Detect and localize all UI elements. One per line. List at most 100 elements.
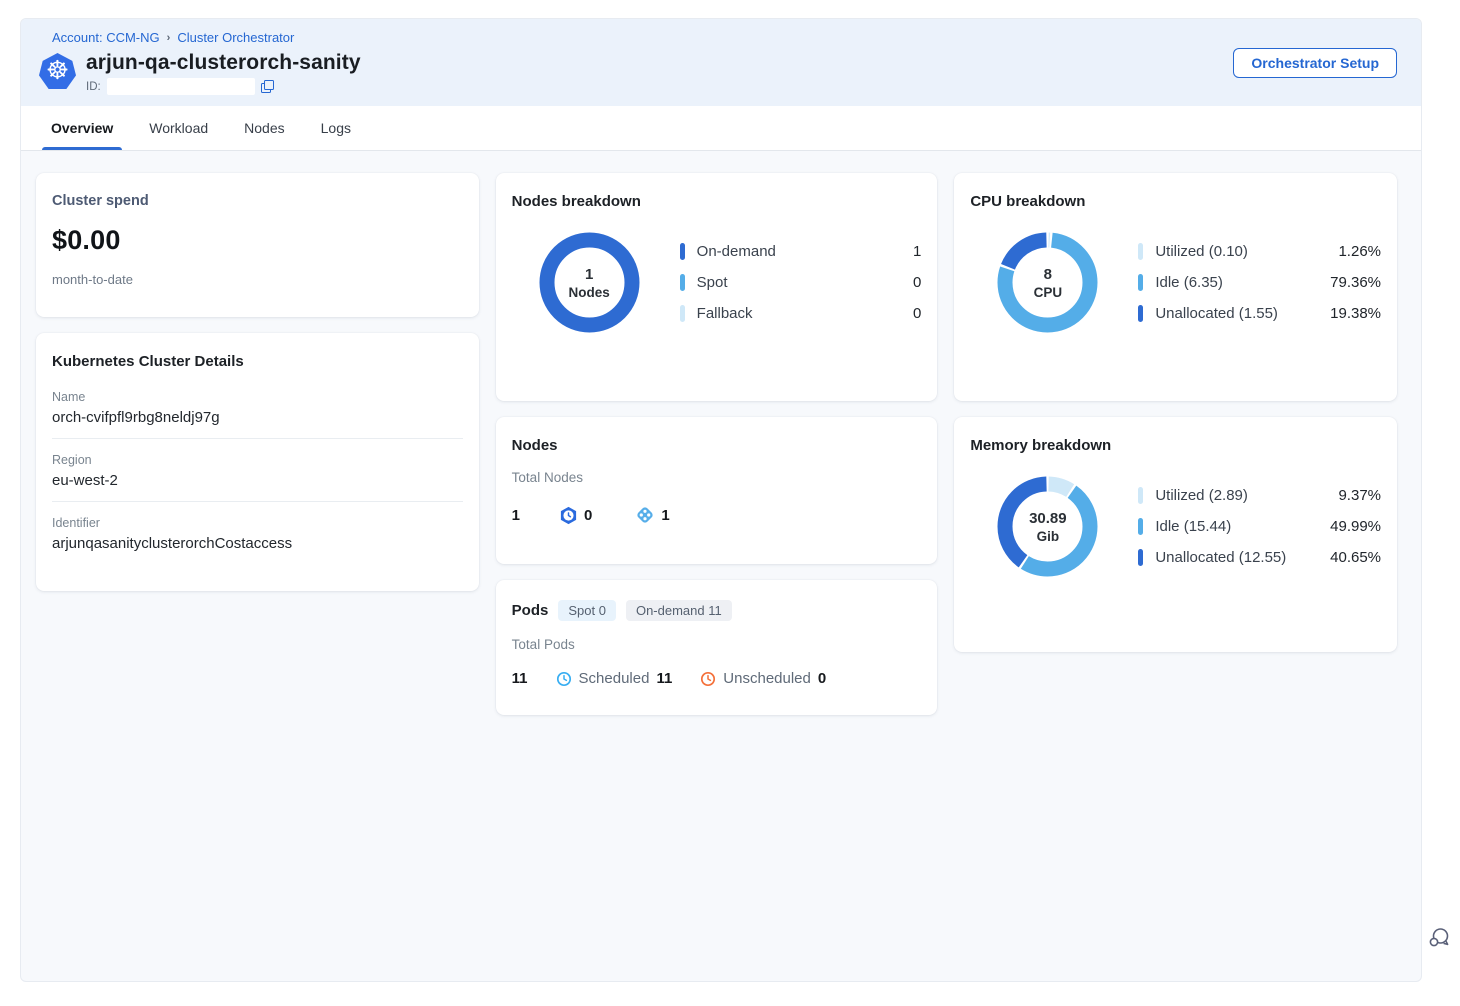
- nodes-donut-chart: 1 Nodes: [539, 232, 640, 333]
- nodes-legend: On-demand 1 Spot 0 Fallback 0: [679, 243, 922, 322]
- cluster-spend-card: Cluster spend $0.00 month-to-date: [36, 173, 479, 317]
- overview-content: Cluster spend $0.00 month-to-date Kubern…: [21, 151, 1421, 715]
- tab-workload[interactable]: Workload: [149, 120, 209, 136]
- total-nodes-value: 1: [511, 506, 521, 524]
- cluster-spend-amount: $0.00: [52, 225, 121, 255]
- memory-center-label: Gib: [1036, 528, 1060, 544]
- breadcrumb-separator-icon: ›: [166, 31, 171, 44]
- cpu-donut-chart: 8 CPU: [997, 232, 1098, 333]
- breadcrumb-account[interactable]: Account: CCM-NG: [52, 30, 160, 45]
- memory-legend: Utilized (2.89) 9.37% Idle (15.44) 49.99…: [1138, 487, 1381, 566]
- detail-field-identifier: Identifier arjunqasanityclusterorchCostac…: [52, 501, 463, 564]
- legend-marker: [1138, 305, 1144, 322]
- copy-icon[interactable]: [260, 80, 274, 93]
- page-title: arjun-qa-clusterorch-sanity: [86, 51, 361, 74]
- tab-overview[interactable]: Overview: [41, 106, 123, 150]
- field-label: Name: [52, 390, 86, 404]
- legend-label: Idle (6.35): [1155, 274, 1223, 291]
- tab-bar: Overview Workload Nodes Logs: [21, 106, 1421, 151]
- legend-row: Unallocated (12.55) 40.65%: [1138, 549, 1381, 566]
- legend-value: 19.38%: [1330, 305, 1382, 322]
- unscheduled-label: Unscheduled: [723, 670, 811, 687]
- scheduled-clock-icon: [556, 671, 571, 686]
- nodes-center-value: 1: [585, 265, 594, 283]
- legend-row: Fallback 0: [679, 305, 922, 322]
- title-row: ☸ arjun-qa-clusterorch-sanity ID:: [39, 51, 1397, 95]
- nodes-title: Nodes: [511, 437, 558, 454]
- legend-marker: [1138, 487, 1144, 504]
- page-header: Account: CCM-NG › Cluster Orchestrator ☸…: [21, 19, 1421, 106]
- legend-label: Unallocated (1.55): [1155, 305, 1278, 322]
- legend-value: 1: [913, 243, 922, 260]
- kubernetes-cluster-details-card: Kubernetes Cluster Details Name orch-cvif…: [36, 333, 479, 591]
- total-pods-value: 11: [511, 670, 528, 687]
- legend-marker: [1138, 243, 1144, 260]
- legend-label: On-demand: [696, 243, 776, 260]
- legend-row: Idle (6.35) 79.36%: [1138, 274, 1381, 291]
- legend-marker: [679, 305, 685, 322]
- unscheduled-value: 0: [817, 670, 827, 687]
- field-value: arjunqasanityclusterorchCostaccess: [52, 535, 293, 552]
- cpu-center-label: CPU: [1033, 284, 1063, 300]
- memory-center-value: 30.89: [1029, 509, 1067, 527]
- spot-node-icon: [560, 506, 577, 524]
- legend-label: Utilized (0.10): [1155, 243, 1248, 260]
- memory-donut-chart: 30.89 Gib: [997, 476, 1098, 577]
- legend-value: 40.65%: [1330, 549, 1382, 566]
- legend-value: 49.99%: [1330, 518, 1382, 535]
- legend-row: Utilized (2.89) 9.37%: [1138, 487, 1381, 504]
- legend-marker: [679, 274, 685, 291]
- on-demand-nodes-count: 1: [661, 506, 670, 524]
- memory-breakdown-title: Memory breakdown: [970, 437, 1112, 454]
- memory-breakdown-card: Memory breakdown 30.89 Gib Utilized (2.8…: [954, 417, 1398, 652]
- cluster-spend-period: month-to-date: [52, 272, 133, 287]
- nodes-card: Nodes Total Nodes 1 0: [495, 417, 938, 564]
- detail-field-name: Name orch-cvifpfl9rbg8neldj97g: [52, 376, 463, 438]
- legend-row: Spot 0: [679, 274, 922, 291]
- unscheduled-clock-icon: [701, 671, 716, 686]
- legend-marker: [1138, 518, 1144, 535]
- chat-help-icon[interactable]: [1426, 925, 1452, 951]
- cpu-legend: Utilized (0.10) 1.26% Idle (6.35) 79.36%…: [1138, 243, 1381, 322]
- cpu-breakdown-card: CPU breakdown 8 CPU Utilized (0.10) 1.26…: [954, 173, 1398, 401]
- breadcrumb-cluster-orchestrator[interactable]: Cluster Orchestrator: [177, 30, 295, 45]
- legend-marker: [679, 243, 685, 260]
- pods-spot-chip: Spot 0: [558, 600, 616, 621]
- legend-value: 0: [913, 274, 922, 291]
- cluster-id-value: [106, 78, 255, 95]
- pods-on-demand-chip: On-demand 11: [625, 600, 732, 621]
- field-label: Identifier: [52, 516, 100, 530]
- legend-value: 79.36%: [1330, 274, 1382, 291]
- cluster-id-label: ID:: [86, 80, 101, 93]
- nodes-center-label: Nodes: [568, 284, 610, 300]
- cpu-center-value: 8: [1043, 265, 1053, 283]
- scheduled-label: Scheduled: [578, 670, 650, 687]
- cluster-orchestrator-page: Account: CCM-NG › Cluster Orchestrator ☸…: [20, 18, 1422, 982]
- tab-nodes[interactable]: Nodes: [244, 120, 285, 136]
- legend-label: Fallback: [696, 305, 753, 322]
- legend-marker: [1138, 549, 1144, 566]
- field-value: eu-west-2: [52, 472, 118, 489]
- total-nodes-label: Total Nodes: [511, 470, 583, 485]
- scheduled-value: 11: [656, 670, 673, 687]
- on-demand-node-icon: [637, 507, 654, 523]
- legend-label: Utilized (2.89): [1155, 487, 1248, 504]
- cluster-details-title: Kubernetes Cluster Details: [52, 353, 244, 370]
- orchestrator-setup-button[interactable]: Orchestrator Setup: [1233, 48, 1397, 78]
- detail-field-region: Region eu-west-2: [52, 438, 463, 501]
- pods-title: Pods: [511, 602, 549, 619]
- kubernetes-icon: ☸: [39, 53, 76, 89]
- total-pods-label: Total Pods: [511, 637, 575, 652]
- legend-row: Unallocated (1.55) 19.38%: [1138, 305, 1381, 322]
- legend-value: 0: [913, 305, 922, 322]
- legend-label: Idle (15.44): [1155, 518, 1232, 535]
- legend-marker: [1138, 274, 1144, 291]
- field-value: orch-cvifpfl9rbg8neldj97g: [52, 409, 220, 426]
- spot-nodes-count: 0: [584, 506, 593, 524]
- legend-label: Spot: [696, 274, 728, 291]
- pods-card: Pods Spot 0 On-demand 11 Total Pods 11 S…: [495, 580, 938, 715]
- cluster-spend-title: Cluster spend: [52, 193, 149, 209]
- tab-logs[interactable]: Logs: [320, 120, 351, 136]
- legend-value: 1.26%: [1338, 243, 1382, 260]
- cpu-breakdown-title: CPU breakdown: [970, 193, 1086, 210]
